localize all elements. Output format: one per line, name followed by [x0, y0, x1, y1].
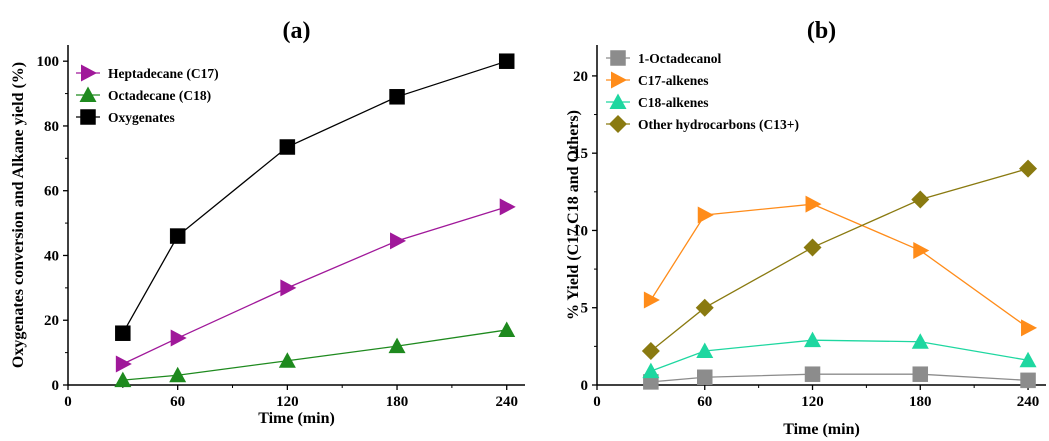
data-point: [911, 190, 930, 209]
chart-panel-b: (b) 0 60 120 180 240 0 5 10 15 20 Time (min) % Yield…: [565, 18, 1046, 438]
data-point: [696, 342, 714, 358]
data-point: [695, 298, 714, 317]
y-tick-label: 15: [573, 146, 588, 162]
legend-label: Heptadecane (C17): [108, 66, 219, 81]
y-tick-label: 80: [44, 119, 59, 135]
y-tick-label: 60: [44, 184, 59, 200]
x-tick-label: 0: [593, 394, 601, 410]
x-axis-title: Time (min): [258, 410, 335, 427]
y-tick-label: 5: [581, 301, 589, 317]
x-tick-label: 180: [386, 394, 409, 410]
data-point: [805, 195, 822, 213]
data-point: [642, 362, 660, 379]
x-tick-label: 60: [170, 394, 185, 410]
series-line: [650, 168, 1029, 352]
data-point: [697, 369, 713, 386]
legend-label: Oxygenates: [108, 110, 175, 125]
legend-marker: [611, 71, 627, 89]
data-point: [1019, 159, 1038, 178]
y-tick-label: 20: [573, 69, 588, 85]
data-point: [278, 352, 296, 368]
series-3: [641, 159, 1038, 360]
legend-marker: [609, 93, 627, 109]
data-point: [115, 325, 131, 341]
data-point: [697, 206, 714, 224]
legend-marker: [80, 109, 96, 125]
series-1: [114, 321, 516, 388]
data-point: [114, 371, 132, 388]
y-tick-label: 40: [44, 248, 59, 264]
y-tick-label: 10: [573, 223, 588, 239]
legend-marker: [610, 50, 626, 66]
panel-title: (b): [807, 18, 836, 44]
y-axis-title: Oxygenates conversion and Alkane yield (…: [10, 62, 27, 368]
legend-marker: [79, 86, 97, 102]
legend-label: Other hydrocarbons (C13+): [638, 117, 799, 132]
legend-entry: 1-Octadecanol: [606, 50, 721, 66]
x-tick-label: 180: [909, 394, 932, 410]
legend-entry: Octadecane (C18): [76, 86, 211, 103]
data-point: [911, 333, 929, 349]
legend-label: C18-alkenes: [638, 95, 709, 110]
data-point: [169, 228, 186, 244]
data-point: [912, 366, 929, 382]
legend-label: C17-alkenes: [638, 73, 709, 88]
y-tick-label: 20: [44, 313, 59, 329]
series-0: [115, 198, 516, 373]
y-tick-label: 0: [581, 378, 589, 394]
data-point: [804, 331, 822, 348]
data-point: [498, 53, 515, 69]
data-point: [170, 329, 187, 347]
x-tick-label: 240: [495, 394, 518, 410]
x-tick-label: 240: [1017, 394, 1040, 410]
data-point: [913, 242, 930, 260]
legend-label: Octadecane (C18): [108, 88, 211, 103]
data-point: [115, 355, 132, 373]
data-point: [641, 342, 660, 360]
data-point: [803, 238, 822, 257]
data-point: [279, 139, 296, 155]
y-tick-label: 0: [52, 378, 60, 394]
data-point: [1019, 351, 1037, 368]
x-tick-label: 120: [801, 394, 824, 410]
legend-marker: [609, 115, 627, 133]
legend-marker: [81, 64, 97, 82]
chart-panel-a: (a) 0 60 120 180 240 0 20 40 60 80 100 Time (min) Oxy…: [10, 18, 525, 427]
data-point: [643, 291, 660, 309]
data-point: [1021, 319, 1038, 337]
legend-entry: Oxygenates: [76, 109, 175, 125]
legend-entry: Heptadecane (C17): [76, 64, 219, 82]
data-point: [388, 337, 406, 354]
legend-label: 1-Octadecanol: [638, 51, 721, 66]
y-tick-label: 100: [37, 54, 60, 70]
series-2: [115, 53, 515, 341]
legend-entry: Other hydrocarbons (C13+): [606, 115, 799, 133]
series-2: [642, 331, 1037, 379]
data-point: [280, 279, 297, 297]
data-point: [498, 321, 516, 337]
data-point: [169, 366, 187, 383]
x-axis-title: Time (min): [783, 421, 860, 438]
data-point: [389, 89, 405, 105]
legend-entry: C18-alkenes: [606, 93, 709, 110]
x-tick-label: 0: [64, 394, 72, 410]
x-tick-label: 60: [697, 394, 712, 410]
data-point: [499, 198, 516, 216]
panel-title: (a): [283, 18, 311, 44]
data-point: [1020, 372, 1036, 389]
series-1: [643, 195, 1038, 337]
data-point: [804, 366, 821, 382]
y-axis-title: % Yield (C17,C18 and Others): [565, 110, 582, 320]
x-tick-label: 120: [276, 394, 299, 410]
series-0: [643, 366, 1036, 390]
data-point: [390, 232, 407, 250]
legend-entry: C17-alkenes: [606, 71, 709, 89]
